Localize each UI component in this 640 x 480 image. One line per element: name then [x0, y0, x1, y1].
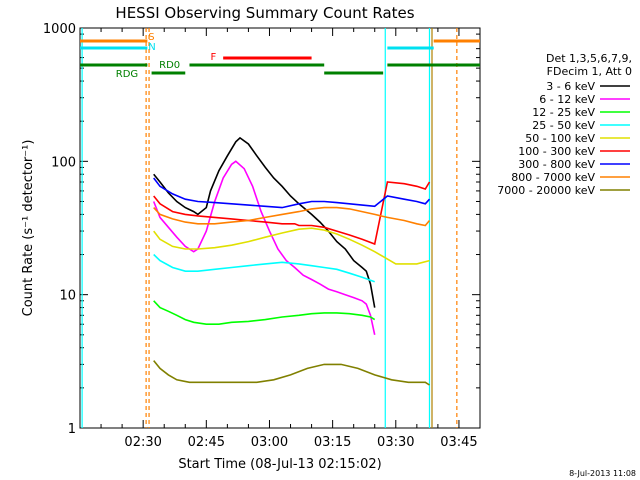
series-line-9 [153, 360, 430, 386]
f-flag-label: F [211, 52, 217, 63]
rd0-flag-label: RD0 [159, 60, 180, 71]
legend-entry-label: 100 - 300 keV [518, 145, 595, 158]
series-line-7 [153, 177, 431, 209]
series-line-8 [153, 206, 431, 227]
series-line-6 [153, 181, 431, 246]
legend-entry-label: 12 - 25 keV [532, 106, 595, 119]
x-tick-label: 03:15 [314, 435, 351, 450]
series-line-1 [153, 136, 376, 308]
legend-entry-label: 7000 - 20000 keV [497, 184, 595, 197]
axes: 02:30 02:45 03:00 03:15 03:30 03:45 1 10 100 1000 [43, 22, 481, 450]
legend-entry-label: 6 - 12 keV [539, 93, 595, 106]
series-line-3 [153, 300, 376, 325]
legend-entry-label: 25 - 50 keV [532, 119, 595, 132]
series-line-2 [152, 160, 376, 335]
legend-header: Det 1,3,5,6,7,9, [546, 52, 632, 65]
legend: Det 1,3,5,6,7,9,FDecim 1, Att 0 3 - 6 keV… [497, 52, 632, 197]
x-tick-label: 02:45 [188, 435, 225, 450]
legend-entry-label: 800 - 7000 keV [511, 171, 595, 184]
y-tick-label: 1000 [43, 22, 76, 37]
series-line-4 [153, 253, 375, 283]
y-tick-label: 10 [59, 289, 76, 304]
legend-entry-label: 300 - 800 keV [518, 158, 595, 171]
s-flag-label: S [148, 32, 154, 43]
legend-header: FDecim 1, Att 0 [547, 65, 632, 78]
x-tick-label: 02:30 [124, 435, 161, 450]
plot-frame [79, 27, 481, 429]
x-tick-label: 03:45 [440, 435, 477, 450]
y-axis-label: Count Rate (s⁻¹ detector⁻¹) [21, 140, 36, 317]
x-tick-label: 03:00 [251, 435, 288, 450]
legend-entry-label: 50 - 100 keV [525, 132, 595, 145]
series-layer [152, 136, 431, 386]
status-flags: SN F RD0 RDG [80, 28, 480, 428]
footer-timestamp: 8-Jul-2013 11:08 [569, 469, 636, 478]
legend-entry-label: 3 - 6 keV [546, 80, 595, 93]
y-tick-label: 1 [68, 422, 76, 437]
n-flag-label: N [148, 42, 155, 53]
series-line-5 [153, 227, 430, 265]
x-axis-label: Start Time (08-Jul-13 02:15:02) [178, 457, 381, 472]
rdg-flag-label: RDG [116, 69, 138, 80]
y-tick-label: 100 [51, 155, 76, 170]
chart-title: HESSI Observing Summary Count Rates [115, 4, 414, 22]
x-tick-label: 03:30 [377, 435, 414, 450]
